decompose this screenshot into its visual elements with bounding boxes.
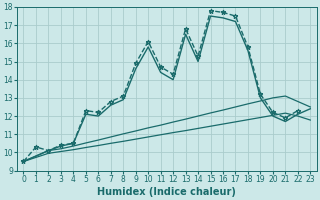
X-axis label: Humidex (Indice chaleur): Humidex (Indice chaleur) (98, 187, 236, 197)
